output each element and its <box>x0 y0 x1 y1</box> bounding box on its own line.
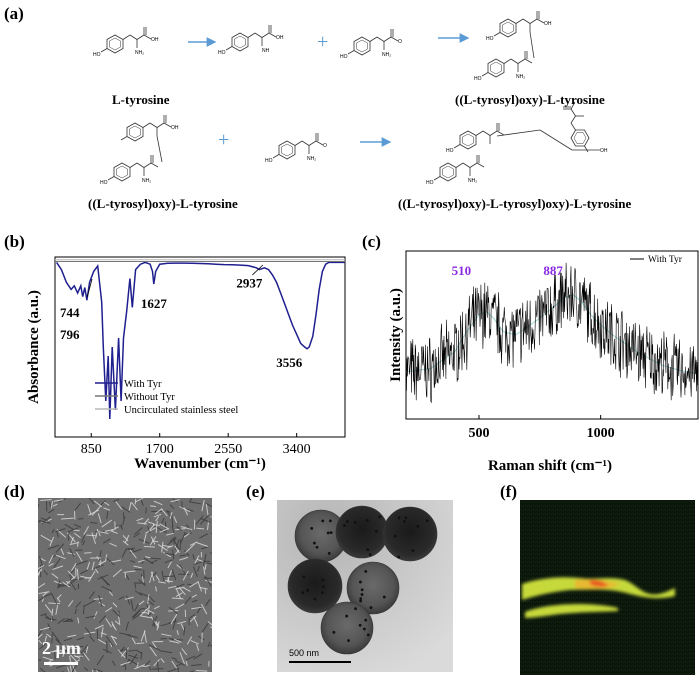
panel-label-e: (e) <box>246 482 265 501</box>
svg-text:HO: HO <box>426 180 434 186</box>
ftir-legend-label-2: Uncirculated stainless steel <box>124 405 238 416</box>
tem-scale-bar <box>289 661 351 663</box>
raman-x-tick-label-0: 500 <box>469 426 490 441</box>
ftir-x-tick-label-3: 3400 <box>283 442 311 457</box>
ftir-x-tick-label-1: 1700 <box>146 442 174 457</box>
label-dimer-left: ((L-tyrosyl)oxy)-L-tyrosine <box>88 196 238 211</box>
ftir-x-tick-label-2: 2550 <box>214 442 242 457</box>
svg-text:NH₂: NH₂ <box>382 52 391 58</box>
svg-text:NH₂: NH₂ <box>468 178 477 184</box>
ftir-chart: 850 1700 2550 3400 744 796 1627 2937 3556 With … <box>26 256 346 472</box>
svg-text:OH: OH <box>276 35 284 41</box>
tem-particle-1 <box>335 505 389 559</box>
svg-text:OH: OH <box>151 37 159 43</box>
panel-label-a: (a) <box>4 4 24 23</box>
molecule-tyrosine-3: HO O NH₂ <box>340 28 402 60</box>
ftir-arrow-796 <box>86 278 93 298</box>
sem-image: 2 µm <box>38 498 212 672</box>
tem-image: 500 nm <box>277 500 453 672</box>
sem-scale-bar <box>44 662 78 665</box>
ftir-annotation-1627: 1627 <box>141 296 168 311</box>
tem-scale-label: 500 nm <box>289 648 320 658</box>
svg-text:HO: HO <box>265 158 273 164</box>
ftir-x-axis-label: Wavenumber (cm⁻¹) <box>134 456 266 472</box>
svg-text:HO: HO <box>218 50 226 56</box>
raman-x-axis-label: Raman shift (cm⁻¹) <box>488 458 612 474</box>
svg-text:OH: OH <box>544 21 552 27</box>
panel-label-d: (d) <box>4 482 25 501</box>
ftir-annotation-744: 744 <box>60 305 80 320</box>
raman-plot-frame <box>405 250 699 420</box>
ftir-y-axis-label: Absorbance (a.u.) <box>26 290 42 404</box>
tem-particle-5 <box>320 601 374 655</box>
svg-text:OH: OH <box>171 125 179 131</box>
raman-chart: 500 1000 510 887 With Tyr Raman shift (cm⁻… <box>388 250 699 474</box>
ftir-legend-label-1: Without Tyr <box>124 392 175 403</box>
svg-text:O: O <box>398 39 402 45</box>
label-trimer: ((L-tyrosyl)oxy)-L-tyrosyl)oxy)-L-tyrosi… <box>398 196 632 211</box>
ftir-annotation-2937: 2937 <box>236 276 263 291</box>
svg-text:NH: NH <box>262 48 270 54</box>
label-dimer-top: ((L-tyrosyl)oxy)-L-tyrosine <box>455 92 605 107</box>
ftir-legend-label-0: With Tyr <box>124 379 162 390</box>
svg-text:NH₂: NH₂ <box>142 178 151 184</box>
plus-sign-2: + <box>218 129 229 151</box>
raman-x-tick-label-1: 1000 <box>587 426 615 441</box>
raman-annotation-510: 510 <box>452 263 472 278</box>
svg-text:NH₂: NH₂ <box>135 50 144 56</box>
panel-label-b: (b) <box>4 232 25 251</box>
molecule-trimer-product: HO HO NH₂ OH <box>426 101 608 186</box>
label-l-tyrosine: L-tyrosine <box>112 92 170 107</box>
plus-sign-1: + <box>317 31 328 53</box>
molecule-tyrosine-4: HO O NH₂ <box>265 132 327 164</box>
ftir-series-0 <box>55 261 345 420</box>
raman-legend-label: With Tyr <box>648 255 683 265</box>
svg-text:HO: HO <box>340 54 348 60</box>
raman-y-axis-label: Intensity (a.u.) <box>388 288 404 382</box>
raman-series-0 <box>405 262 699 404</box>
ftir-x-tick-label-0: 850 <box>81 442 102 457</box>
ftir-arrow-2937 <box>252 264 264 276</box>
ftir-annotation-3556: 3556 <box>276 355 303 370</box>
molecule-dimer-reactant: OH HO NH₂ <box>100 114 179 186</box>
svg-text:OH: OH <box>600 148 608 154</box>
svg-text:HO: HO <box>446 148 454 154</box>
svg-text:O: O <box>323 143 327 149</box>
svg-text:HO: HO <box>486 36 494 42</box>
svg-text:HO: HO <box>100 180 108 186</box>
fluorescence-image <box>520 500 695 675</box>
panel-label-c: (c) <box>362 232 381 251</box>
svg-text:NH₂: NH₂ <box>307 156 316 162</box>
svg-text:HO: HO <box>474 76 482 82</box>
tem-particle-2 <box>382 506 438 562</box>
molecule-tyrosine-1: HO OH NH₂ <box>93 26 159 58</box>
panel-label-f: (f) <box>500 482 517 501</box>
svg-text:HO: HO <box>93 52 101 58</box>
ftir-plot-frame <box>54 256 346 438</box>
sem-scale-label: 2 µm <box>42 638 81 658</box>
molecule-tyrosine-2: HO OH NH <box>218 24 284 56</box>
raman-annotation-887: 887 <box>543 263 563 278</box>
reaction-scheme: HO OH NH₂ HO OH NH + HO O NH₂ HO OH HO N… <box>93 10 608 186</box>
ftir-annotation-796: 796 <box>60 327 80 342</box>
svg-text:NH₂: NH₂ <box>516 74 525 80</box>
tem-particle-3 <box>287 558 343 614</box>
fluorescent-band <box>522 577 675 618</box>
molecule-dimer-product: HO OH HO NH₂ <box>474 10 552 82</box>
